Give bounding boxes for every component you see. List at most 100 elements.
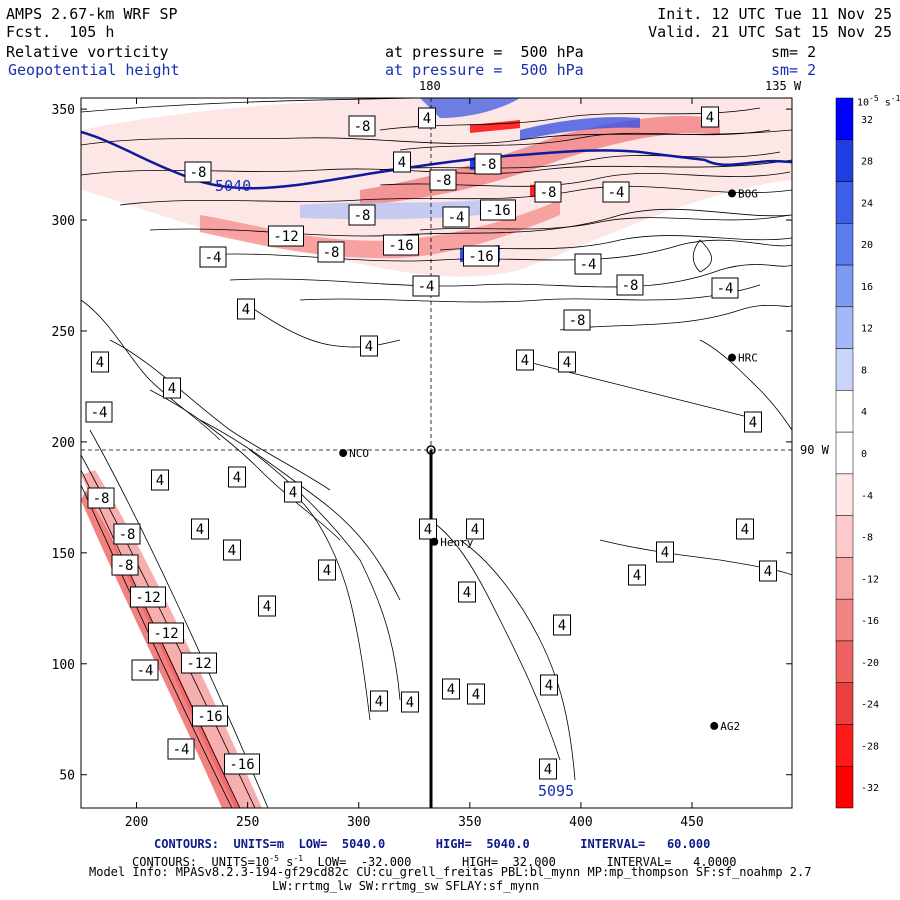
svg-text:-4: -4 <box>205 250 222 266</box>
svg-text:-16: -16 <box>485 203 510 219</box>
station-label: HRC <box>738 352 758 365</box>
svg-text:4: 4 <box>375 694 383 710</box>
colorbar-swatch <box>835 765 854 809</box>
contour-label: -4 <box>131 659 159 681</box>
station-label: Henry <box>440 536 473 549</box>
svg-text:-4: -4 <box>418 279 435 295</box>
svg-text:4: 4 <box>168 381 176 397</box>
svg-text:-8: -8 <box>569 313 586 329</box>
footer-model-info: Model Info: MPASv8.2.3-194-gf29cd82c CU:… <box>89 865 812 879</box>
svg-text:-4: -4 <box>173 742 190 758</box>
svg-text:-4: -4 <box>137 663 154 679</box>
contour-label: -16 <box>192 705 228 727</box>
contour-label: 4 <box>360 335 378 357</box>
svg-text:-12: -12 <box>135 590 160 606</box>
svg-text:4: 4 <box>447 682 455 698</box>
smoothing-geopotential: sm= 2 <box>771 61 817 79</box>
contour-label: -12 <box>130 586 166 608</box>
svg-text:-8: -8 <box>93 491 110 507</box>
y-tick-label: 150 <box>52 547 75 562</box>
contour-label: 4 <box>701 106 719 128</box>
colorbar-swatch <box>835 264 854 308</box>
contour-label: 4 <box>467 683 485 705</box>
svg-text:4: 4 <box>472 687 480 703</box>
lon-label-135w: 135 W <box>765 79 802 93</box>
colorbar-swatch <box>835 473 854 516</box>
svg-text:4: 4 <box>196 522 204 538</box>
svg-text:-8: -8 <box>435 173 452 189</box>
y-tick-label: 300 <box>52 214 75 229</box>
contour-label: -4 <box>442 206 470 228</box>
field-vorticity: Relative vorticity <box>6 43 169 61</box>
svg-text:4: 4 <box>424 522 432 538</box>
valid-time: Valid. 21 UTC Sat 15 Nov 25 <box>648 23 892 41</box>
contour-label: 4 <box>401 691 419 713</box>
svg-text:-12: -12 <box>153 626 178 642</box>
contour-label: -4 <box>199 246 227 268</box>
svg-text:-16: -16 <box>468 249 493 265</box>
svg-text:4: 4 <box>706 110 714 126</box>
colorbar-swatch <box>835 557 854 600</box>
contour-label: 4 <box>258 595 276 617</box>
station-marker: BOG <box>728 187 758 200</box>
colorbar-label: -20 <box>861 658 879 669</box>
x-tick-label: 450 <box>680 815 703 830</box>
svg-text:4: 4 <box>764 564 772 580</box>
y-tick-label: 350 <box>52 103 75 118</box>
svg-text:4: 4 <box>406 695 414 711</box>
svg-text:-16: -16 <box>197 709 222 725</box>
height-contour-label: 5095 <box>538 782 575 800</box>
contour-label: 4 <box>151 469 169 491</box>
colorbar-label: -12 <box>861 574 879 585</box>
svg-text:4: 4 <box>749 415 757 431</box>
contour-label: 4 <box>540 674 558 696</box>
contour-label: -8 <box>87 487 115 509</box>
svg-text:4: 4 <box>741 522 749 538</box>
height-contour-label: 5040 <box>215 177 252 195</box>
svg-text:4: 4 <box>423 111 431 127</box>
contour-label: -4 <box>602 181 630 203</box>
colorbar-label: 8 <box>861 365 867 376</box>
colorbar-swatch <box>835 640 854 683</box>
colorbar-label: 28 <box>861 157 873 168</box>
svg-text:-4: -4 <box>91 405 108 421</box>
contour-label: 4 <box>223 539 241 561</box>
colorbar-label: -8 <box>861 533 873 544</box>
forecast-hour: Fcst. 105 h <box>6 23 115 41</box>
y-tick-label: 200 <box>52 436 75 451</box>
contour-label: 4 <box>284 481 302 503</box>
station-label: BOG <box>738 187 758 200</box>
svg-text:4: 4 <box>563 355 571 371</box>
svg-text:4: 4 <box>96 355 104 371</box>
contour-label: 4 <box>442 678 460 700</box>
contour-label: 4 <box>744 411 762 433</box>
contour-label: -12 <box>268 225 304 247</box>
svg-text:4: 4 <box>544 762 552 778</box>
svg-text:4: 4 <box>545 678 553 694</box>
colorbar-label: 20 <box>861 240 873 251</box>
svg-text:-4: -4 <box>580 257 597 273</box>
colorbar-swatch <box>835 139 854 182</box>
contour-label: -16 <box>463 245 499 267</box>
svg-text:-8: -8 <box>480 157 497 173</box>
contour-label: -16 <box>480 199 516 221</box>
y-tick-label: 100 <box>52 658 75 673</box>
contour-label: -4 <box>85 401 113 423</box>
contour-label: 4 <box>191 518 209 540</box>
contour-label: 4 <box>228 466 246 488</box>
contour-label: -4 <box>574 253 602 275</box>
colorbar-label: 0 <box>861 449 867 460</box>
contour-label: 4 <box>628 564 646 586</box>
footer-vorticity-contours: CONTOURS: UNITS=10-5 s-1 LOW= -32.000 HI… <box>132 854 737 869</box>
station-marker: Henry <box>430 536 474 549</box>
svg-text:-16: -16 <box>229 757 254 773</box>
svg-text:4: 4 <box>233 470 241 486</box>
colorbar-swatch <box>835 515 854 558</box>
colorbar-label: -4 <box>861 491 873 502</box>
model-name: AMPS 2.67-km WRF SP <box>6 5 178 23</box>
svg-text:-4: -4 <box>608 185 625 201</box>
svg-text:-8: -8 <box>540 185 557 201</box>
contour-label: -4 <box>711 277 739 299</box>
contour-label: -8 <box>113 523 141 545</box>
